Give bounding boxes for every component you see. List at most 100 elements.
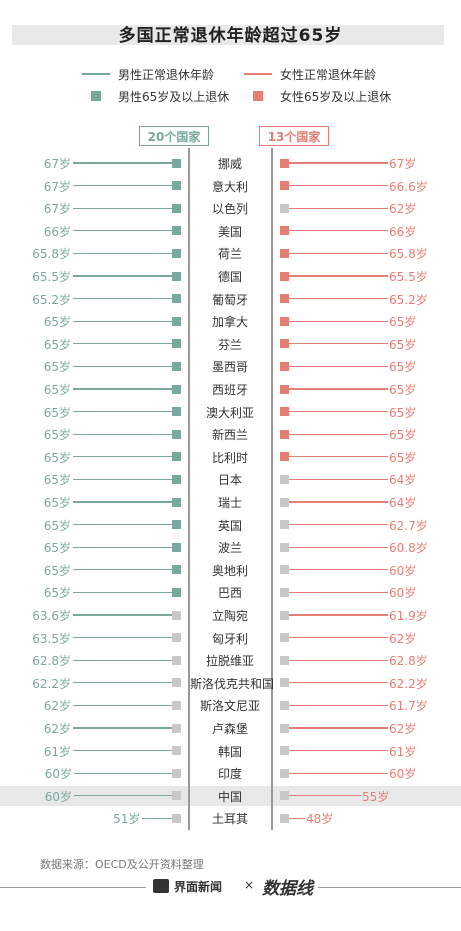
footer-brand-datalogo: 数据线 [262,879,313,899]
legend-male-square-label: 男性65岁及以上退休 [118,90,230,104]
footer-separator: × [244,878,255,892]
female-value-label: 61岁 [389,744,417,759]
female-bar [281,817,305,820]
female-bar [281,704,388,707]
footer-line-left [0,887,146,888]
female-bar [281,569,388,571]
male-marker [172,655,181,665]
data-source: 数据来源：OECD及公开资料整理 [40,858,204,871]
female-value-label: 60岁 [389,586,417,601]
female-value-label: 65.8岁 [389,247,428,262]
female-bar [281,501,388,503]
chart-title: 多国正常退休年龄超过65岁 [118,26,343,46]
male-value-label: 61岁 [43,744,71,759]
country-label: 立陶宛 [211,609,248,623]
country-label: 英国 [217,518,242,533]
legend-female-line-label: 女性正常退休年龄 [280,68,377,82]
country-label: 匈牙利 [211,631,248,646]
female-value-label: 66岁 [389,224,417,239]
female-bar [281,682,388,684]
male-value-label: 60岁 [44,767,72,782]
male-marker [172,158,181,168]
female-bar [281,365,388,368]
female-marker [280,655,289,665]
female-marker [280,565,289,575]
female-marker [280,181,289,191]
male-marker [172,361,181,371]
male-value-label: 62岁 [43,699,71,714]
male-bar [73,433,178,435]
female-value-label: 64岁 [389,473,417,488]
country-label: 葡萄牙 [211,292,248,307]
country-label: 澳大利亚 [205,405,254,420]
male-marker [172,294,181,304]
male-marker [172,407,181,417]
male-bar [73,591,178,594]
male-marker [172,384,181,394]
country-label: 卢森堡 [211,722,248,736]
male-value-label: 65岁 [43,473,71,488]
female-bar [281,772,388,774]
male-value-label: 65岁 [43,315,71,330]
male-value-label: 65岁 [43,405,71,420]
male-marker [172,316,181,326]
female-value-label: 60岁 [389,563,417,578]
male-marker [172,768,181,778]
male-value-label: 62.8岁 [32,654,71,669]
female-marker [280,542,289,552]
male-bar [74,772,178,774]
country-label: 美国 [217,224,242,239]
female-bar [281,162,388,164]
female-value-label: 62岁 [389,631,417,646]
highlight-row [0,785,461,806]
female-value-label: 65岁 [389,383,417,397]
female-marker [280,633,289,643]
country-label: 波兰 [217,541,242,556]
male-value-label: 62.2岁 [32,676,71,691]
legend-female-square-label: 女性65岁及以上退休 [280,90,392,104]
male-marker [172,791,181,801]
male-marker [172,678,181,688]
female-bar [281,297,388,300]
female-marker [280,158,289,168]
male-bar [73,749,178,752]
male-bar [73,410,178,413]
female-value-label: 61.7岁 [389,699,428,714]
country-label: 印度 [217,767,242,782]
female-marker [280,474,289,484]
female-value-label: 60.8岁 [389,541,428,556]
male-marker [172,203,181,213]
country-label: 挪威 [217,157,242,171]
female-bar [281,275,388,277]
male-value-label: 63.5岁 [32,631,71,646]
male-bar [73,614,178,616]
female-value-label: 61.9岁 [389,609,428,623]
male-bar [73,456,178,458]
legend-female-square [253,91,263,101]
female-value-label: 65.5岁 [389,270,428,284]
female-marker [280,587,289,597]
male-marker [172,474,181,484]
footer-line-right [318,887,461,888]
male-bar [73,162,178,164]
male-value-label: 65.2岁 [32,292,71,307]
title-bar [12,25,444,45]
country-label: 墨西哥 [211,360,248,375]
female-marker [280,791,289,801]
female-marker [280,248,289,258]
male-bar [73,230,178,232]
female-value-label: 62.7岁 [389,518,428,533]
male-bar [73,343,178,345]
female-bar [281,546,388,548]
female-bar [281,252,388,255]
female-bar [281,478,388,481]
male-marker [172,271,181,281]
male-bar [73,636,178,639]
country-label: 奥地利 [211,563,248,578]
male-value-label: 67岁 [43,179,71,194]
female-bar [281,388,388,390]
male-marker [172,497,181,507]
male-value-label: 65.5岁 [32,270,71,284]
male-bar [73,546,178,548]
female-value-label: 65岁 [389,337,417,352]
